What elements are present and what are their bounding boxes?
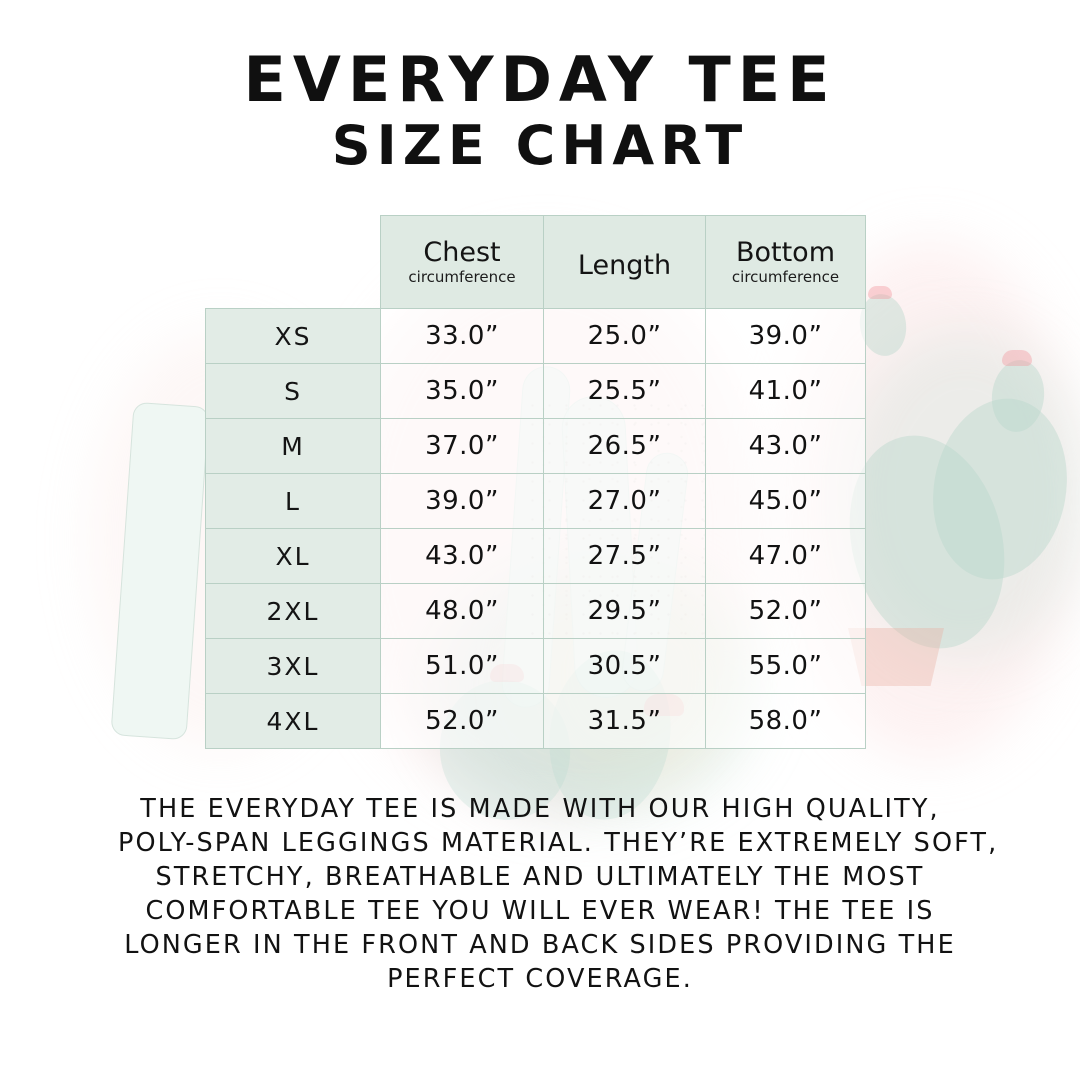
cell-bottom: 43.0” — [705, 418, 866, 474]
cactus-flower-icon — [1002, 350, 1032, 366]
watercolor-wash-sage — [840, 330, 1080, 660]
description-line: STRETCHY, BREATHABLE AND ULTIMATELY THE … — [155, 862, 925, 892]
cactus-pad — [919, 387, 1080, 591]
cell-length: 25.5” — [543, 363, 706, 419]
cell-bottom: 47.0” — [705, 528, 866, 584]
cell-length: 29.5” — [543, 583, 706, 639]
header-cell-length: Length — [543, 215, 706, 309]
cell-size: M — [205, 418, 381, 474]
table-row: XS 33.0” 25.0” 39.0” — [205, 308, 866, 364]
cactus-pad — [988, 357, 1048, 435]
cell-chest: 48.0” — [380, 583, 544, 639]
cell-chest: 51.0” — [380, 638, 544, 694]
cell-chest: 39.0” — [380, 473, 544, 529]
cell-bottom: 39.0” — [705, 308, 866, 364]
size-chart-table-wrapper: Chest circumference Length Bottom circum… — [205, 215, 866, 749]
table-header-row: Chest circumference Length Bottom circum… — [206, 215, 866, 309]
header-cell-bottom: Bottom circumference — [705, 215, 866, 309]
size-chart-table: Chest circumference Length Bottom circum… — [205, 215, 866, 749]
cell-size: XL — [205, 528, 381, 584]
header-bottom-label: Bottom — [735, 236, 836, 268]
cactus-flower-icon — [868, 286, 892, 299]
header-chest-sublabel: circumference — [408, 268, 516, 287]
table-row: XL 43.0” 27.5” 47.0” — [205, 528, 866, 584]
cell-size: L — [205, 473, 381, 529]
cell-size: 2XL — [205, 583, 381, 639]
header-chest-label: Chest — [423, 236, 501, 268]
table-body: XS 33.0” 25.0” 39.0” S 35.0” 25.5” 41.0”… — [205, 308, 866, 749]
cell-size: XS — [205, 308, 381, 364]
cell-size: S — [205, 363, 381, 419]
cell-chest: 52.0” — [380, 693, 544, 749]
header-length-label: Length — [577, 250, 672, 282]
description-line: LONGER IN THE FRONT AND BACK SIDES PROVI… — [124, 930, 956, 960]
header-cell-size-spacer — [206, 216, 381, 309]
description-line: THE EVERYDAY TEE IS MADE WITH OUR HIGH Q… — [140, 794, 940, 824]
table-row: 2XL 48.0” 29.5” 52.0” — [205, 583, 866, 639]
description-line: COMFORTABLE TEE YOU WILL EVER WEAR! THE … — [145, 896, 935, 926]
cactus-paddle-icon — [110, 401, 210, 741]
description-line: POLY-SPAN LEGGINGS MATERIAL. THEY’RE EXT… — [118, 828, 999, 858]
description-line: PERFECT COVERAGE. — [387, 964, 693, 994]
cell-length: 25.0” — [543, 308, 706, 364]
header-bottom-sublabel: circumference — [731, 268, 840, 287]
cell-bottom: 55.0” — [705, 638, 866, 694]
table-row: 3XL 51.0” 30.5” 55.0” — [205, 638, 866, 694]
cell-bottom: 45.0” — [705, 473, 866, 529]
cell-length: 27.0” — [543, 473, 706, 529]
table-row: M 37.0” 26.5” 43.0” — [205, 418, 866, 474]
table-row: L 39.0” 27.0” 45.0” — [205, 473, 866, 529]
page-title: EVERYDAY TEE SIZE CHART — [0, 43, 1080, 178]
header-cell-chest: Chest circumference — [380, 215, 544, 309]
cell-chest: 35.0” — [380, 363, 544, 419]
title-line-primary: EVERYDAY TEE — [243, 43, 837, 116]
cell-chest: 43.0” — [380, 528, 544, 584]
cell-bottom: 41.0” — [705, 363, 866, 419]
cell-size: 4XL — [205, 693, 381, 749]
table-row: 4XL 52.0” 31.5” 58.0” — [205, 693, 866, 749]
cell-bottom: 58.0” — [705, 693, 866, 749]
cell-chest: 37.0” — [380, 418, 544, 474]
product-description: THE EVERYDAY TEE IS MADE WITH OUR HIGH Q… — [118, 792, 999, 996]
cell-size: 3XL — [205, 638, 381, 694]
table-row: S 35.0” 25.5” 41.0” — [205, 363, 866, 419]
potted-cactus-icon — [828, 276, 1080, 786]
cell-length: 30.5” — [543, 638, 706, 694]
cell-bottom: 52.0” — [705, 583, 866, 639]
title-line-secondary: SIZE CHART — [331, 114, 749, 178]
cell-length: 31.5” — [543, 693, 706, 749]
cell-length: 27.5” — [543, 528, 706, 584]
cell-length: 26.5” — [543, 418, 706, 474]
cell-chest: 33.0” — [380, 308, 544, 364]
